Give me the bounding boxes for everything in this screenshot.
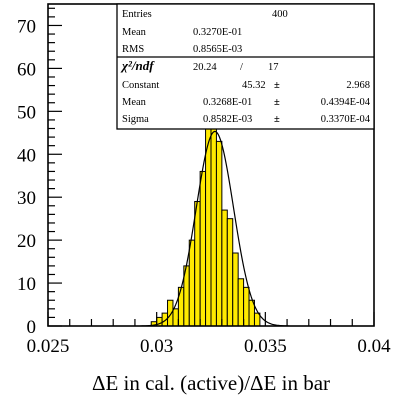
entries-value: 400 <box>272 9 288 20</box>
rms-value: 0.8565E-03 <box>193 44 242 55</box>
fit-mean-error: 0.4394E-04 <box>321 97 371 108</box>
fit-curve <box>140 130 290 327</box>
histogram-bar <box>237 278 245 327</box>
x-tick-label: 0.04 <box>357 336 391 357</box>
x-tick-labels: 0.025 0.03 0.035 0.04 <box>27 336 392 357</box>
sigma-value: 0.8582E-03 <box>203 114 252 125</box>
y-tick-label: 40 <box>17 145 36 166</box>
histogram-bar <box>188 239 196 327</box>
histogram-bar <box>215 140 223 327</box>
stats-box: Entries 400 Mean 0.3270E-01 RMS 0.8565E-… <box>116 3 375 130</box>
constant-value: 45.32 <box>242 80 266 91</box>
fit-mean-value: 0.3268E-01 <box>203 97 252 108</box>
x-tick-label: 0.03 <box>140 336 173 357</box>
mean-value: 0.3270E-01 <box>193 27 242 38</box>
y-tick-label: 70 <box>17 16 36 37</box>
histogram-bar <box>194 200 201 327</box>
sigma-label: Sigma <box>122 114 149 125</box>
stats-box-frame <box>116 3 375 130</box>
histogram-bar <box>205 123 212 327</box>
sigma-error: 0.3370E-04 <box>321 114 371 125</box>
y-axis-ticks <box>48 7 62 327</box>
histogram-bar <box>210 119 217 327</box>
histogram-bar <box>172 308 179 327</box>
x-tick-label: 0.025 <box>27 336 70 357</box>
y-tick-labels: 0 10 20 30 40 50 60 70 <box>17 16 36 338</box>
x-axis-title: ΔE in cal. (active)/ΔE in bar <box>92 371 330 395</box>
histogram-bar <box>243 286 250 327</box>
x-axis-ticks <box>47 312 375 326</box>
x-tick-label: 0.035 <box>244 336 287 357</box>
mean-label: Mean <box>122 27 147 38</box>
constant-pm: ± <box>274 80 280 91</box>
gaussian-fit <box>140 130 290 327</box>
y-tick-label: 0 <box>27 317 37 338</box>
rms-label: RMS <box>122 44 144 55</box>
histogram-bar <box>232 252 239 327</box>
ndf-value: 17 <box>268 62 279 73</box>
y-tick-label: 60 <box>17 59 36 80</box>
histogram-bars <box>150 119 261 327</box>
fit-mean-label: Mean <box>122 97 147 108</box>
fit-mean-pm: ± <box>274 97 280 108</box>
histogram-bar <box>167 299 174 327</box>
histogram-bar <box>221 209 228 327</box>
constant-error: 2.968 <box>346 80 370 91</box>
chi2-value: 20.24 <box>193 62 217 73</box>
histogram-bar <box>226 218 234 327</box>
y-tick-label: 20 <box>17 231 36 252</box>
histogram-bar <box>199 170 207 327</box>
constant-label: Constant <box>122 80 159 91</box>
y-tick-label: 10 <box>17 274 36 295</box>
sigma-pm: ± <box>274 114 280 125</box>
entries-label: Entries <box>122 9 152 20</box>
y-tick-label: 50 <box>17 102 36 123</box>
chi2ndf-label: χ²/ndf <box>120 58 155 73</box>
y-tick-label: 30 <box>17 188 36 209</box>
chi2-separator: / <box>240 62 243 73</box>
